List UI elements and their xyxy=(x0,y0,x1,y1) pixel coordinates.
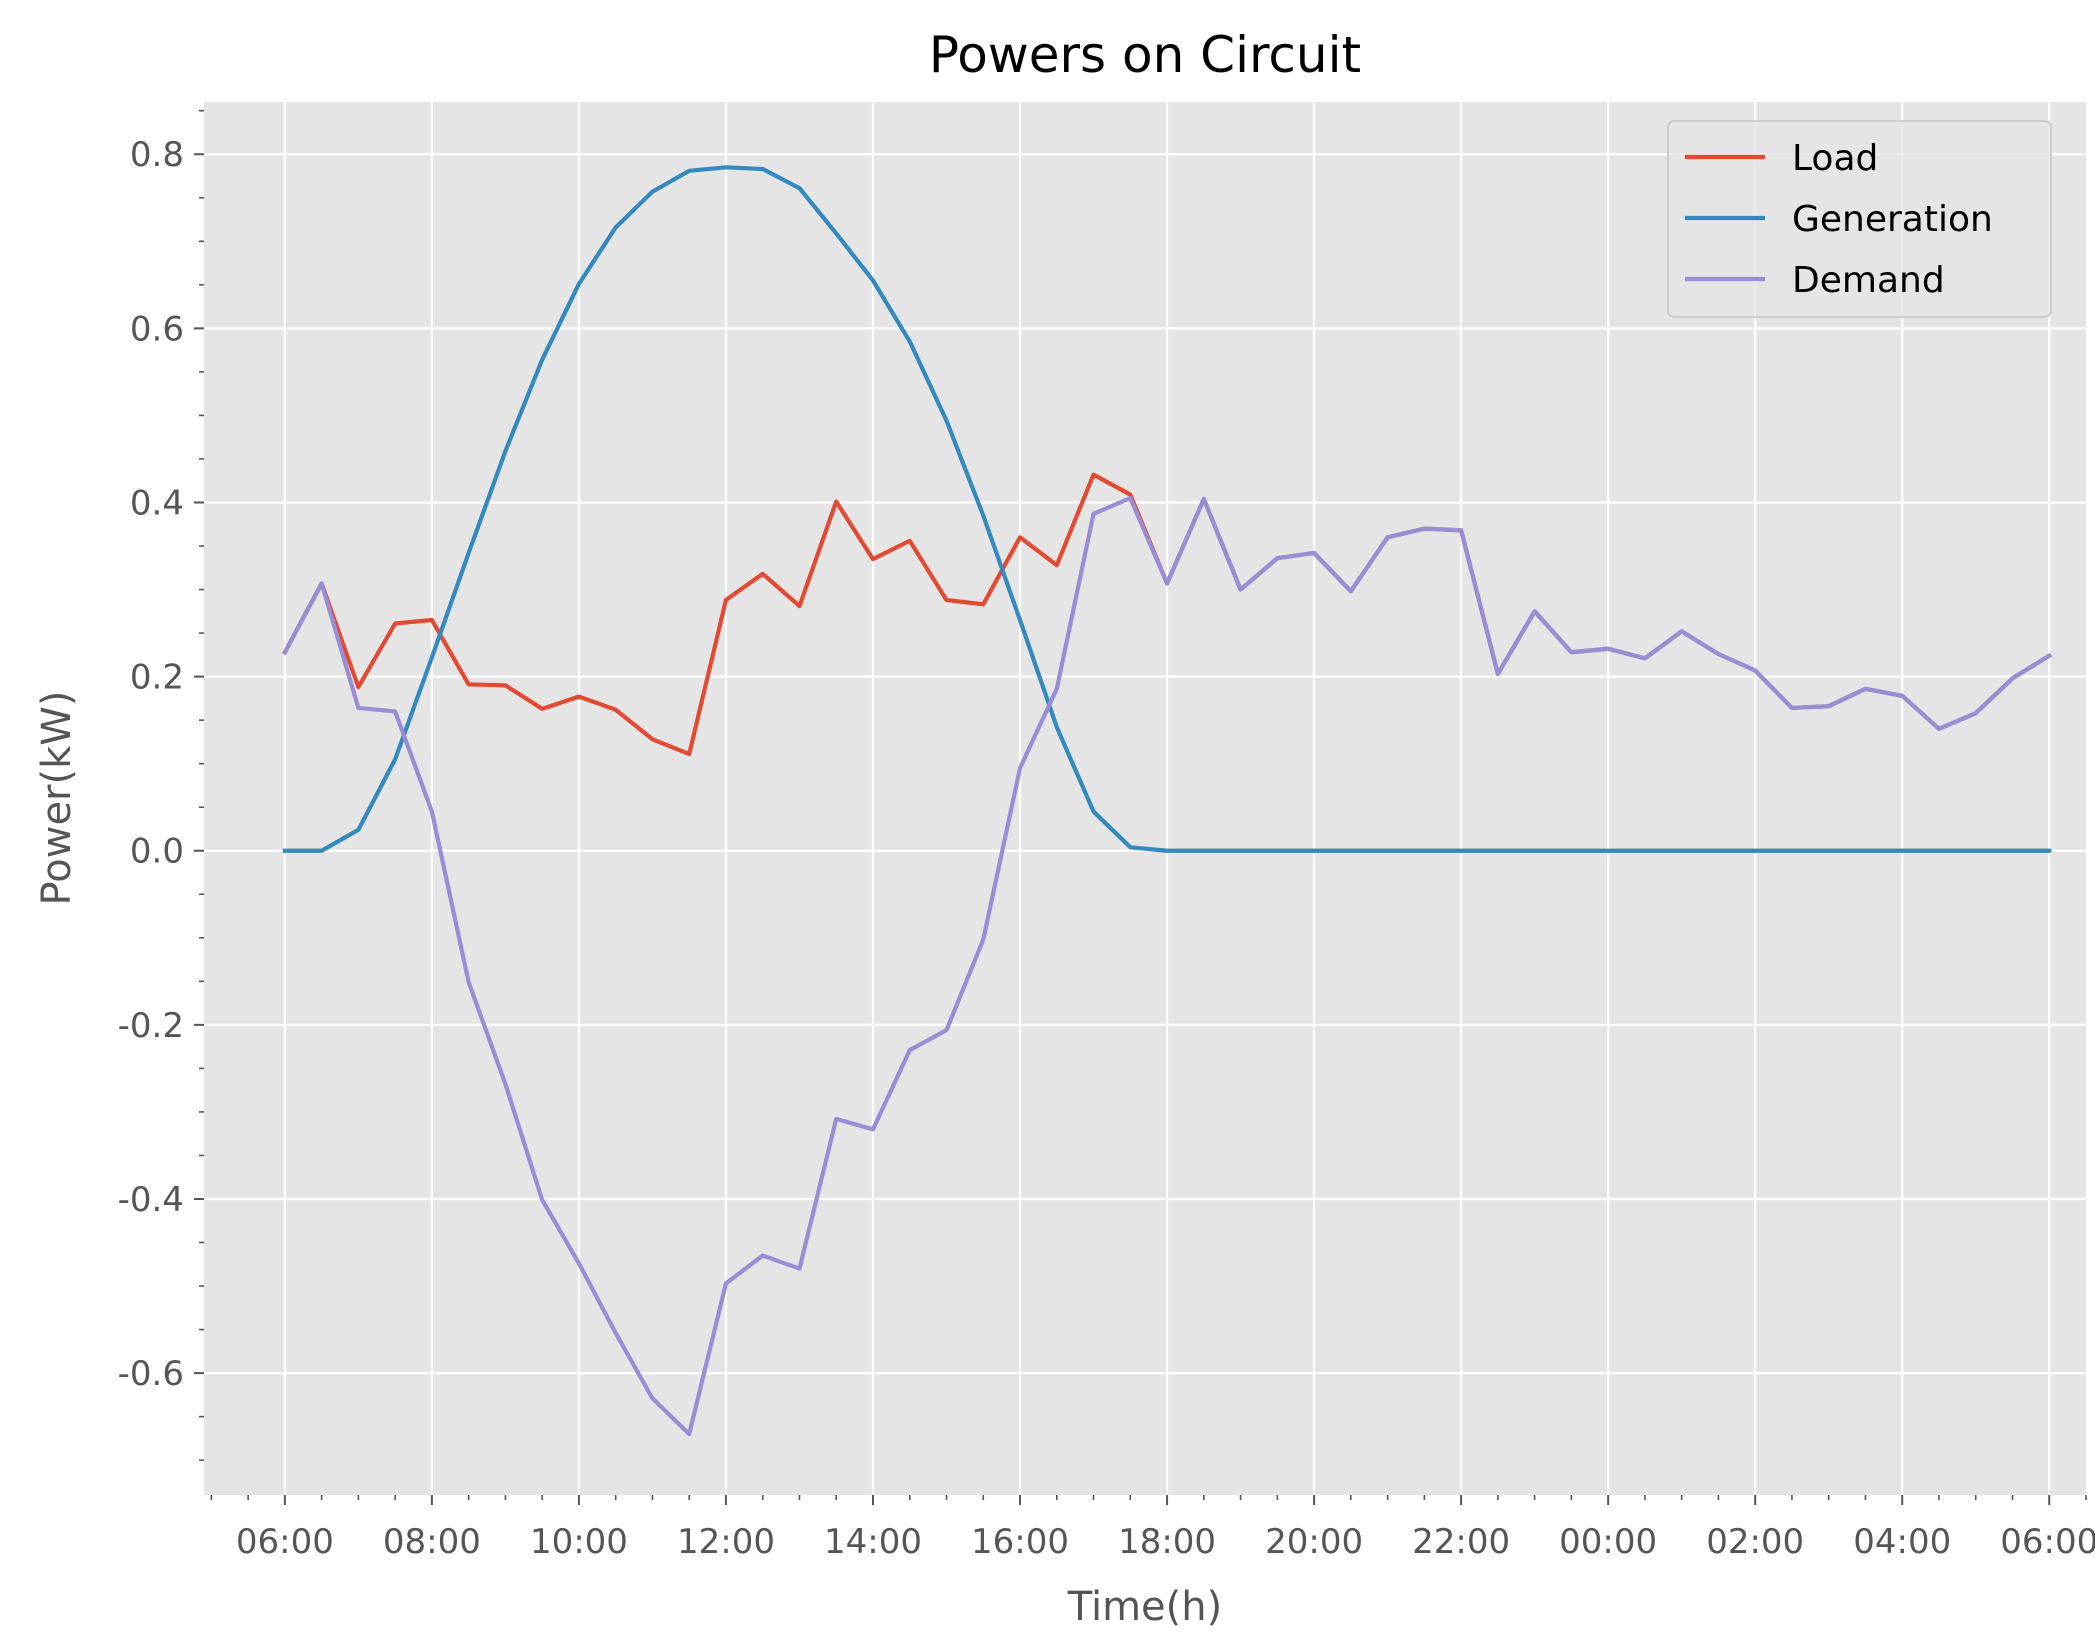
legend-box xyxy=(1667,120,2052,318)
chart-title: Powers on Circuit xyxy=(929,26,1361,84)
x-tick-label: 02:00 xyxy=(1706,1522,1804,1562)
y-tick-label: 0.8 xyxy=(130,135,184,175)
x-tick-label: 14:00 xyxy=(824,1522,922,1562)
legend-label-demand: Demand xyxy=(1792,260,1945,301)
x-tick-label: 06:00 xyxy=(236,1522,334,1562)
y-tick-label: 0.4 xyxy=(130,483,184,523)
series-line-demand xyxy=(282,496,2053,1437)
y-tick-label: -0.4 xyxy=(118,1180,184,1220)
x-tick-label: 18:00 xyxy=(1118,1522,1216,1562)
legend-label-generation: Generation xyxy=(1792,199,1993,240)
x-tick-label: 08:00 xyxy=(383,1522,481,1562)
y-tick-label: -0.6 xyxy=(118,1354,184,1394)
y-axis-label: Power(kW) xyxy=(34,691,80,906)
x-axis-label: Time(h) xyxy=(1067,1584,1222,1630)
legend-label-load: Load xyxy=(1792,138,1878,179)
axis-ticks: -0.6 -0.4 -0.2 0.0 0.2 0.4 0.6 0.8 06:00 08:00 10:… xyxy=(118,109,2095,1562)
x-tick-label: 10:00 xyxy=(530,1522,628,1562)
y-tick-label: 0.6 xyxy=(130,309,184,349)
series-lines xyxy=(282,165,2053,1437)
plot-background xyxy=(204,102,2086,1495)
series-line-generation xyxy=(282,165,2052,853)
x-tick-label: 22:00 xyxy=(1412,1522,1510,1562)
x-tick-label: 06:00 xyxy=(2000,1522,2095,1562)
legend: Load Generation Demand xyxy=(1667,120,2052,318)
x-tick-label: 12:00 xyxy=(677,1522,775,1562)
x-tick-label: 04:00 xyxy=(1853,1522,1951,1562)
x-tick-label: 20:00 xyxy=(1265,1522,1363,1562)
y-tick-label: 0.0 xyxy=(130,832,184,872)
y-tick-label: -0.2 xyxy=(118,1006,184,1046)
y-tick-label: 0.2 xyxy=(130,658,184,698)
x-tick-label: 00:00 xyxy=(1559,1522,1657,1562)
x-tick-label: 16:00 xyxy=(971,1522,1069,1562)
